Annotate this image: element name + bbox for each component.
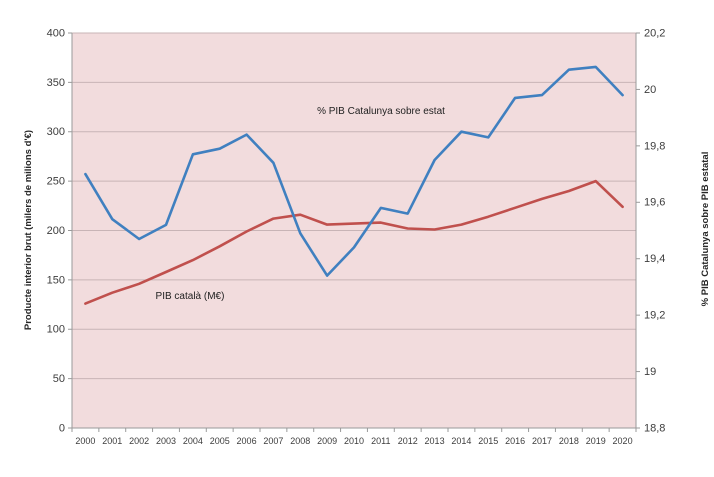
x-axis-tick-label: 2016 bbox=[505, 436, 525, 446]
left-axis-tick-label: 400 bbox=[47, 27, 65, 39]
left-axis-tick-label: 350 bbox=[47, 77, 65, 89]
x-axis-tick-label: 2019 bbox=[586, 436, 606, 446]
pct-pib-catalunya-line bbox=[84, 65, 624, 277]
x-axis-tick-label: 2015 bbox=[478, 436, 498, 446]
series-label-pct-pib: % PIB Catalunya sobre estat bbox=[317, 106, 445, 117]
right-axis-tick-label: 18,8 bbox=[644, 422, 665, 434]
left-axis-tick-labels: 400 350 300 250 200 150 100 50 0 bbox=[47, 27, 65, 434]
right-axis-tick-label: 19,4 bbox=[644, 253, 665, 265]
left-axis-tick-label: 150 bbox=[47, 274, 65, 286]
right-axis-tick-label: 19,6 bbox=[644, 197, 665, 209]
right-axis-tick-label: 19 bbox=[644, 366, 656, 378]
left-axis-tick-label: 200 bbox=[47, 225, 65, 237]
right-axis-tick-label: 19,8 bbox=[644, 140, 665, 152]
x-axis-tick-labels: 2000 2001 2002 2003 2004 2005 2006 2007 2008 2009… bbox=[75, 436, 632, 446]
x-axis-tick-label: 2009 bbox=[317, 436, 337, 446]
x-axis-tick-label: 2006 bbox=[237, 436, 257, 446]
x-axis-tick-label: 2005 bbox=[210, 436, 230, 446]
x-axis-tick-label: 2011 bbox=[371, 436, 390, 446]
left-axis-tick-label: 300 bbox=[47, 126, 65, 138]
pib-catala-line bbox=[84, 179, 624, 305]
right-axis-tick-label: 19,2 bbox=[644, 310, 665, 322]
x-axis-tick-label: 2007 bbox=[263, 436, 283, 446]
x-axis-tick-label: 2001 bbox=[102, 436, 122, 446]
left-axis-tick-label: 100 bbox=[47, 324, 65, 336]
x-axis-tick-label: 2000 bbox=[75, 436, 95, 446]
left-axis-title: Producte interior brut (milers de milion… bbox=[23, 130, 34, 330]
series-label-pib-catala: PIB català (M€) bbox=[156, 291, 225, 302]
x-axis-tick-label: 2008 bbox=[290, 436, 310, 446]
right-axis-tick-label: 20,2 bbox=[644, 27, 665, 39]
x-axis-tick-label: 2004 bbox=[183, 436, 203, 446]
x-axis-tick-label: 2012 bbox=[398, 436, 418, 446]
x-axis-tick-label: 2017 bbox=[532, 436, 552, 446]
left-axis-tick-label: 0 bbox=[59, 422, 65, 434]
right-axis-title: % PIB Catalunya sobre PIB estatal bbox=[700, 152, 711, 307]
x-axis-tick-label: 2010 bbox=[344, 436, 364, 446]
left-axis-tick-label: 50 bbox=[53, 373, 65, 385]
tick-marks-group bbox=[68, 32, 640, 432]
x-axis-tick-label: 2003 bbox=[156, 436, 176, 446]
x-axis-tick-label: 2020 bbox=[613, 436, 633, 446]
x-axis-tick-label: 2002 bbox=[129, 436, 149, 446]
x-axis-tick-label: 2014 bbox=[451, 436, 471, 446]
x-axis-tick-label: 2018 bbox=[559, 436, 579, 446]
left-axis-tick-label: 250 bbox=[47, 176, 65, 188]
right-axis-tick-label: 20 bbox=[644, 84, 656, 96]
x-axis-tick-label: 2013 bbox=[425, 436, 445, 446]
right-axis-tick-labels: 20,2 20 19,8 19,6 19,4 19,2 19 18,8 bbox=[644, 27, 665, 434]
